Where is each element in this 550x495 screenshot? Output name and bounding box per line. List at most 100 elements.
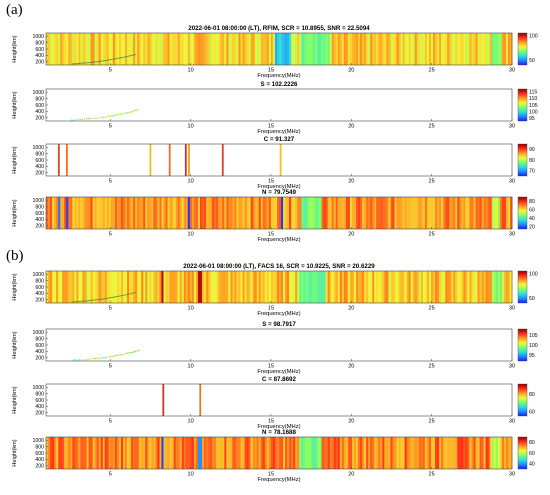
heatmap-column [149,271,152,303]
heatmap-column [485,437,489,469]
heatmap-column [432,33,436,65]
heatmap-column [467,271,470,303]
heatmap-column [131,33,134,65]
heatmap-column [396,437,399,469]
heatmap-column [341,33,345,65]
heatmap-column [291,33,294,65]
heatmap-column [483,197,487,229]
heatmap-column [469,271,472,303]
heatmap-column [299,197,302,229]
heatmap-column [90,437,93,469]
heatmap-column [175,271,179,303]
colorbar-tick-label: 95 [529,353,535,359]
heatmap-column [100,197,104,229]
heatmap-column [48,271,51,303]
y-tick-label: 400 [35,349,44,355]
x-axis-label: Frequency(MHz) [257,184,300,190]
x-tick-label: 5 [109,419,112,425]
heatmap-column [439,437,442,469]
heatmap-column [319,197,322,229]
heatmap-column [345,33,349,65]
x-tick-label: 25 [429,364,435,370]
heatmap-column [116,271,120,303]
colorbar-tick-label: 40 [529,216,535,222]
heatmap-column [155,197,158,229]
y-axis-label: Height(km) [12,273,18,300]
heatmap-column [66,33,69,65]
heatmap-column [499,197,503,229]
heatmap-column [459,271,462,303]
heatmap-column [437,197,440,229]
heatmap-column [54,271,57,303]
heatmap-column [68,271,71,303]
heatmap-column [78,197,81,229]
heatmap-column [313,271,316,303]
heatmap-column [224,437,227,469]
data-point [104,116,106,119]
heatmap-column [248,197,252,229]
x-tick-label: 25 [429,419,435,425]
x-tick-label: 25 [429,179,435,185]
heatmap-column [208,197,211,229]
heatmap-column [457,197,460,229]
data-point [129,351,131,354]
heatmap-column [349,437,353,469]
colorbar [517,328,528,362]
x-tick-label: 10 [188,364,194,370]
heatmap-column [258,271,262,303]
heatmap-column [163,33,166,65]
clutter-line [168,144,171,176]
heatmap-column [210,33,213,65]
heatmap-column [441,437,444,469]
heatmap-column [258,197,262,229]
heatmap-column [52,271,55,303]
heatmap-column [485,197,489,229]
heatmap-column [216,33,219,65]
data-point [117,113,119,116]
heatmap-column [272,271,276,303]
heatmap-column [90,33,93,65]
heatmap-column [358,437,361,469]
heatmap-column [380,33,383,65]
heatmap-column [499,33,503,65]
heatmap-column [264,197,268,229]
heatmap-column [84,271,87,303]
y-axis-label: Height(km) [12,199,18,226]
heatmap-column [230,437,233,469]
x-tick-label: 25 [429,68,435,74]
heatmap-column [52,197,55,229]
y-tick-label: 400 [35,53,44,59]
heatmap-column [301,197,304,229]
data-point [116,354,118,357]
heatmap-column [149,437,152,469]
heatmap-column [335,197,339,229]
heatmap-column [102,271,106,303]
x-tick-label: 10 [188,179,194,185]
heatmap-column [80,271,83,303]
heatmap-column [268,33,272,65]
heatmap-column [220,437,223,469]
x-tick-label: 10 [188,306,194,312]
colorbar-tick-label: 80 [529,158,535,164]
heatmap-column [218,271,221,303]
heatmap-column [390,33,393,65]
heatmap-column [214,197,217,229]
heatmap-column [86,437,89,469]
heatmap-column [102,437,106,469]
heatmap-column [212,271,215,303]
heatmap-column [104,33,108,65]
heatmap-column [483,33,487,65]
data-point [131,110,134,113]
x-tick-label: 15 [268,472,274,478]
heatmap-column [497,197,501,229]
heatmap-column [193,197,197,229]
heatmap-column [453,271,456,303]
heatmap-column [208,271,211,303]
heatmap-column [447,33,450,65]
heatmap-column [453,33,456,65]
heatmap-column [266,197,270,229]
heatmap-column [281,271,284,303]
heatmap-column [276,437,280,469]
heatmap-column [64,33,67,65]
y-axis-label: Height(km) [12,146,18,173]
